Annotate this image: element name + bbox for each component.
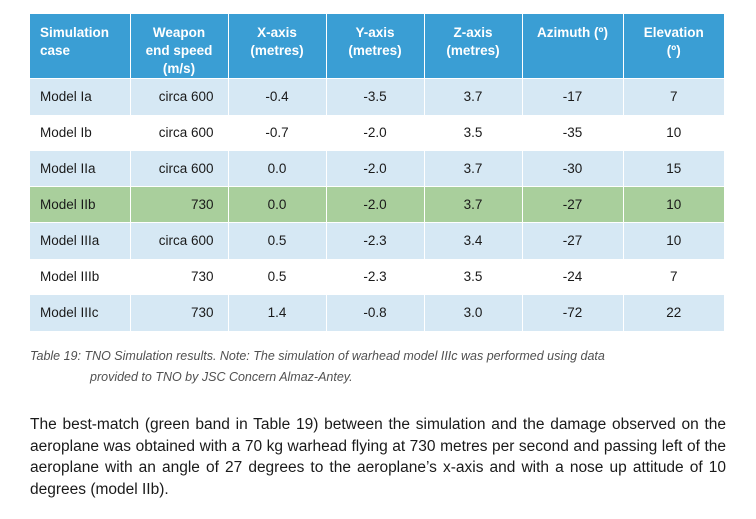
table-caption: Table 19: TNO Simulation results. Note: … <box>30 346 724 388</box>
column-header-line: (metres) <box>446 43 500 58</box>
table-body: Model Ia circa 600 -0.4 -3.5 3.7 -17 7 Model Ib… <box>30 78 724 331</box>
table-cell-weapon-end-speed: circa 600 <box>129 150 228 187</box>
table-cell-x-axis: 0.5 <box>227 258 326 295</box>
column-header-line: (metres) <box>348 43 402 58</box>
table-header-row: Simulation case Weapon end speed (m/s) X-axis… <box>30 14 724 79</box>
table-cell-y-axis: -2.0 <box>325 114 424 151</box>
table-cell-azimuth: -72 <box>521 294 623 331</box>
column-header-line: (º) <box>666 43 681 58</box>
column-header-line: X-axis <box>257 25 297 40</box>
table-cell-x-axis: -0.4 <box>227 78 326 115</box>
table-cell-y-axis: -2.3 <box>325 222 424 259</box>
table-cell-y-axis: -2.0 <box>325 186 424 223</box>
table-row: Model IIIb 730 0.5 -2.3 3.5 -24 7 <box>30 258 724 295</box>
table-cell-y-axis: -0.8 <box>325 294 424 331</box>
table-cell-elevation: 10 <box>622 114 724 151</box>
table-cell-x-axis: 0.0 <box>227 150 326 187</box>
table-cell-weapon-end-speed: circa 600 <box>129 222 228 259</box>
column-header-line: (metres) <box>250 43 304 58</box>
column-header-line: case <box>40 43 71 58</box>
table-cell-y-axis: -2.3 <box>325 258 424 295</box>
table-cell-z-axis: 3.7 <box>423 186 522 223</box>
table-cell-azimuth: -24 <box>521 258 623 295</box>
table-cell-y-axis: -3.5 <box>325 78 424 115</box>
table-cell-simulation-case: Model IIIb <box>30 258 130 295</box>
table-cell-simulation-case: Model IIa <box>30 150 130 187</box>
table-cell-elevation: 22 <box>622 294 724 331</box>
column-header-line: Y-axis <box>355 25 395 40</box>
table-cell-z-axis: 3.7 <box>423 150 522 187</box>
table-row: Model IIIc 730 1.4 -0.8 3.0 -72 22 <box>30 294 724 331</box>
column-header-y-axis: Y-axis (metres) <box>325 14 424 79</box>
table-cell-azimuth: -35 <box>521 114 623 151</box>
table-cell-z-axis: 3.0 <box>423 294 522 331</box>
table-cell-z-axis: 3.7 <box>423 78 522 115</box>
table-cell-elevation: 7 <box>622 78 724 115</box>
table-cell-simulation-case: Model IIb <box>30 186 130 223</box>
table-cell-simulation-case: Model IIIa <box>30 222 130 259</box>
caption-line-2: provided to TNO by JSC Concern Almaz-Ant… <box>90 370 353 384</box>
caption-line-1: Table 19: TNO Simulation results. Note: … <box>30 349 605 363</box>
table-cell-elevation: 7 <box>622 258 724 295</box>
table-row: Model IIa circa 600 0.0 -2.0 3.7 -30 15 <box>30 150 724 187</box>
table-cell-azimuth: -30 <box>521 150 623 187</box>
table-cell-x-axis: 0.5 <box>227 222 326 259</box>
table-row: Model Ib circa 600 -0.7 -2.0 3.5 -35 10 <box>30 114 724 151</box>
column-header-line: end speed <box>145 43 213 58</box>
table-cell-elevation: 10 <box>622 222 724 259</box>
table-row: Model Ia circa 600 -0.4 -3.5 3.7 -17 7 <box>30 78 724 115</box>
column-header-line: Simulation <box>40 25 110 40</box>
table-cell-x-axis: -0.7 <box>227 114 326 151</box>
column-header-simulation-case: Simulation case <box>30 14 130 79</box>
table-cell-simulation-case: Model Ib <box>30 114 130 151</box>
column-header-z-axis: Z-axis (metres) <box>423 14 522 79</box>
table-cell-simulation-case: Model Ia <box>30 78 130 115</box>
column-header-line: Elevation <box>643 25 704 40</box>
table-cell-z-axis: 3.4 <box>423 222 522 259</box>
table-cell-x-axis: 1.4 <box>227 294 326 331</box>
table-cell-simulation-case: Model IIIc <box>30 294 130 331</box>
table-cell-x-axis: 0.0 <box>227 186 326 223</box>
table-cell-azimuth: -27 <box>521 222 623 259</box>
column-header-line: (m/s) <box>162 61 196 76</box>
column-header-elevation: Elevation (º) <box>622 14 724 79</box>
table-cell-weapon-end-speed: 730 <box>129 258 228 295</box>
table-cell-weapon-end-speed: circa 600 <box>129 114 228 151</box>
table-cell-azimuth: -17 <box>521 78 623 115</box>
table-cell-elevation: 10 <box>622 186 724 223</box>
table-row: Model IIb 730 0.0 -2.0 3.7 -27 10 <box>30 186 724 223</box>
simulation-results-table: Simulation case Weapon end speed (m/s) X-axis… <box>30 14 724 331</box>
body-paragraph: The best-match (green band in Table 19) … <box>30 416 726 498</box>
table-cell-z-axis: 3.5 <box>423 114 522 151</box>
table-cell-elevation: 15 <box>622 150 724 187</box>
table-cell-y-axis: -2.0 <box>325 150 424 187</box>
table-cell-z-axis: 3.5 <box>423 258 522 295</box>
column-header-line: Z-axis <box>453 25 493 40</box>
column-header-line: Weapon <box>152 25 206 40</box>
column-header-line: Azimuth (º) <box>537 25 608 40</box>
column-header-azimuth: Azimuth (º) <box>521 14 623 79</box>
table-cell-azimuth: -27 <box>521 186 623 223</box>
table-cell-weapon-end-speed: 730 <box>129 294 228 331</box>
table-cell-weapon-end-speed: circa 600 <box>129 78 228 115</box>
column-header-x-axis: X-axis (metres) <box>227 14 326 79</box>
table-row: Model IIIa circa 600 0.5 -2.3 3.4 -27 10 <box>30 222 724 259</box>
table-cell-weapon-end-speed: 730 <box>129 186 228 223</box>
column-header-weapon-end-speed: Weapon end speed (m/s) <box>129 14 228 79</box>
